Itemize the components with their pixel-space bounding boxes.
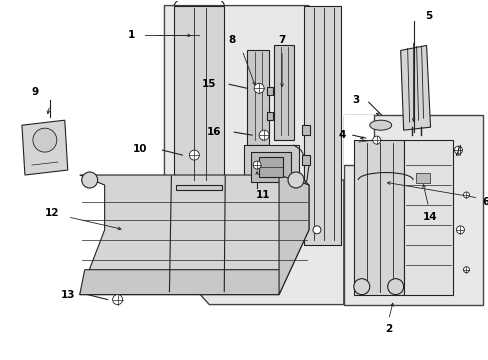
Polygon shape — [164, 6, 343, 305]
Text: 9: 9 — [31, 87, 39, 97]
Polygon shape — [304, 6, 340, 245]
Polygon shape — [403, 140, 452, 294]
Polygon shape — [22, 120, 68, 175]
Circle shape — [287, 172, 304, 188]
Polygon shape — [80, 175, 308, 294]
Polygon shape — [244, 145, 298, 190]
Bar — [302, 125, 309, 135]
Bar — [302, 155, 309, 165]
Circle shape — [254, 83, 264, 93]
Bar — [266, 87, 272, 95]
Text: 7: 7 — [278, 36, 285, 45]
Text: 6: 6 — [482, 197, 488, 207]
Text: 2: 2 — [384, 324, 391, 334]
Text: 16: 16 — [206, 127, 221, 137]
Circle shape — [81, 172, 98, 188]
Bar — [251, 152, 290, 182]
Bar — [415, 173, 428, 183]
Text: 1: 1 — [128, 31, 135, 40]
Circle shape — [33, 128, 57, 152]
Text: 5: 5 — [424, 10, 431, 21]
Text: 11: 11 — [255, 190, 270, 200]
Polygon shape — [80, 270, 284, 294]
Text: 8: 8 — [228, 36, 235, 45]
Circle shape — [455, 226, 464, 234]
Polygon shape — [273, 45, 293, 140]
Text: 13: 13 — [61, 289, 75, 300]
Circle shape — [463, 192, 468, 198]
Circle shape — [387, 279, 403, 294]
Bar — [413, 171, 431, 185]
Text: 15: 15 — [202, 79, 216, 89]
Bar — [368, 212, 383, 222]
Bar — [259, 157, 283, 177]
Text: 12: 12 — [44, 208, 59, 218]
Circle shape — [353, 279, 369, 294]
Circle shape — [253, 161, 261, 169]
Circle shape — [259, 130, 268, 140]
Bar — [266, 112, 272, 120]
Circle shape — [453, 146, 462, 154]
Polygon shape — [246, 188, 301, 200]
Ellipse shape — [369, 120, 391, 130]
Text: 10: 10 — [133, 144, 147, 154]
Polygon shape — [358, 180, 413, 205]
Polygon shape — [353, 140, 403, 294]
Text: 14: 14 — [423, 212, 437, 222]
Polygon shape — [176, 185, 222, 190]
Polygon shape — [279, 175, 308, 294]
Polygon shape — [400, 45, 429, 130]
Bar — [343, 115, 483, 305]
Polygon shape — [246, 50, 268, 145]
Polygon shape — [174, 6, 224, 185]
Circle shape — [189, 150, 199, 160]
Text: 3: 3 — [351, 95, 359, 105]
Text: 4: 4 — [338, 130, 345, 140]
Circle shape — [312, 226, 320, 234]
Bar — [343, 115, 373, 165]
Circle shape — [372, 136, 380, 144]
Circle shape — [112, 294, 122, 305]
Circle shape — [463, 267, 468, 273]
